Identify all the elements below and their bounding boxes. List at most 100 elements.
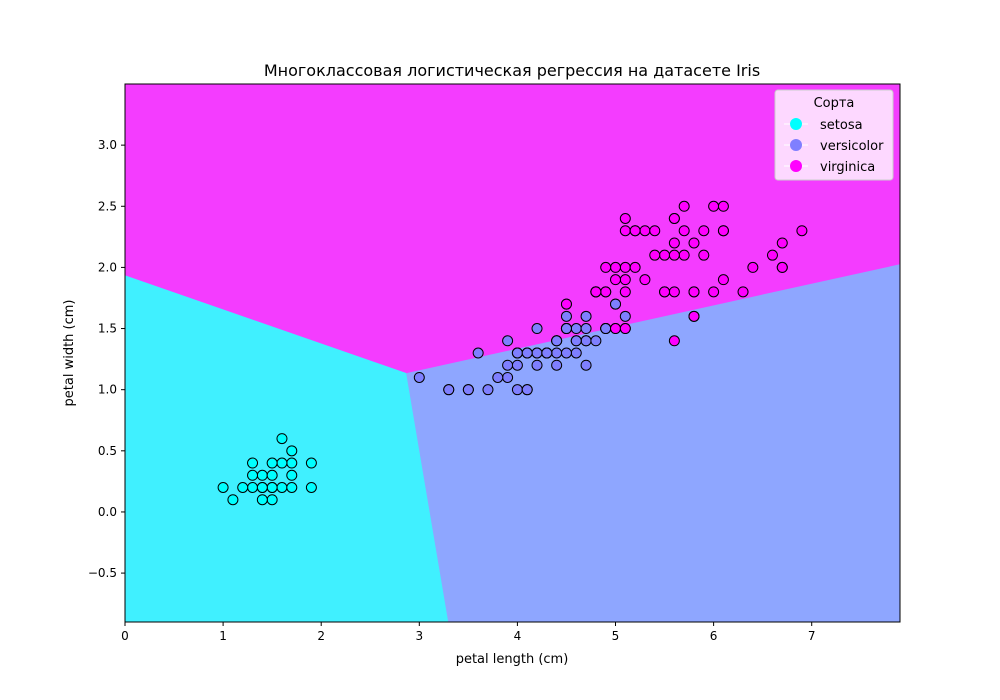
data-point-setosa [305, 457, 317, 469]
data-point-versicolor [560, 310, 572, 322]
data-point-virginica [766, 249, 778, 261]
plot-frame [124, 83, 901, 623]
legend-label-setosa: setosa [820, 118, 863, 133]
data-point-virginica [619, 261, 631, 273]
data-point-virginica [659, 286, 671, 298]
data-point-virginica [668, 335, 680, 347]
data-point-setosa [247, 482, 259, 493]
data-point-virginica [678, 200, 690, 212]
data-point-virginica [619, 274, 631, 286]
data-point-versicolor [600, 323, 612, 335]
data-point-versicolor [551, 347, 563, 359]
data-point-versicolor [619, 310, 631, 322]
data-point-versicolor [551, 335, 563, 347]
data-point-versicolor [531, 359, 543, 371]
data-point-versicolor [560, 347, 572, 359]
data-points [217, 200, 808, 506]
data-point-setosa [266, 457, 278, 469]
data-point-versicolor [511, 347, 523, 359]
data-point-versicolor [502, 359, 514, 371]
data-point-versicolor [541, 347, 553, 359]
data-point-virginica [678, 249, 690, 261]
data-point-setosa [266, 469, 278, 481]
data-point-versicolor [492, 371, 504, 383]
data-point-virginica [688, 310, 700, 322]
data-point-setosa [276, 482, 288, 493]
data-point-setosa [247, 469, 259, 481]
data-point-virginica [688, 237, 700, 249]
data-point-virginica [619, 213, 631, 224]
data-point-virginica [639, 225, 651, 237]
data-point-virginica [610, 323, 622, 335]
y-tick-label: 0.5 [98, 444, 117, 458]
x-axis-ticks: 0 1 2 3 4 5 6 7 [121, 622, 816, 643]
y-tick-label: 1.0 [98, 383, 117, 397]
data-point-setosa [266, 494, 278, 506]
data-point-virginica [668, 213, 680, 224]
data-point-setosa [256, 494, 268, 506]
legend-marker-setosa [790, 118, 802, 130]
data-point-virginica [737, 286, 749, 298]
data-point-setosa [276, 433, 288, 445]
data-point-virginica [590, 286, 602, 298]
data-point-versicolor [531, 323, 543, 335]
data-point-versicolor [570, 323, 582, 335]
y-axis-label: petal width (cm) [62, 300, 77, 407]
data-point-versicolor [521, 384, 533, 396]
data-point-versicolor [413, 371, 425, 383]
x-tick-label: 2 [317, 629, 325, 643]
data-point-versicolor [531, 347, 543, 359]
y-axis-ticks: −0.5 0.0 0.5 1.0 1.5 2.0 2.5 3.0 [88, 138, 125, 580]
x-tick-label: 6 [710, 629, 718, 643]
y-tick-label: 2.0 [98, 260, 117, 274]
data-point-virginica [639, 274, 651, 286]
x-tick-label: 4 [514, 629, 522, 643]
data-point-versicolor [580, 310, 592, 322]
data-point-virginica [619, 323, 631, 335]
data-point-versicolor [570, 335, 582, 347]
data-point-setosa [247, 457, 259, 469]
legend-marker-versicolor [790, 139, 802, 151]
data-point-versicolor [580, 359, 592, 371]
data-point-virginica [610, 274, 622, 286]
data-point-virginica [629, 225, 641, 237]
data-point-virginica [717, 274, 729, 286]
legend-items: setosa versicolor virginica [784, 118, 884, 175]
legend-label-virginica: virginica [820, 160, 875, 175]
data-point-setosa [286, 482, 298, 493]
data-point-versicolor [560, 323, 572, 335]
data-point-virginica [708, 286, 720, 298]
data-point-virginica [698, 249, 710, 261]
data-point-setosa [227, 494, 239, 506]
data-point-virginica [698, 225, 710, 237]
y-tick-label: −0.5 [88, 566, 117, 580]
legend-label-versicolor: versicolor [820, 139, 884, 154]
legend-box [774, 89, 894, 181]
data-point-virginica [668, 237, 680, 249]
data-point-versicolor [462, 384, 474, 396]
data-point-virginica [717, 200, 729, 212]
data-point-versicolor [580, 335, 592, 347]
data-point-setosa [217, 482, 229, 493]
y-tick-label: 3.0 [98, 138, 117, 152]
legend-title: Сорта [814, 96, 855, 111]
x-tick-label: 1 [219, 629, 227, 643]
data-point-virginica [600, 261, 612, 273]
data-point-virginica [629, 261, 641, 273]
data-point-virginica [619, 225, 631, 237]
data-point-setosa [286, 457, 298, 469]
data-point-setosa [237, 482, 249, 493]
data-point-virginica [668, 249, 680, 261]
data-point-versicolor [511, 384, 523, 396]
data-point-virginica [717, 225, 729, 237]
data-point-virginica [649, 225, 661, 237]
data-point-virginica [796, 225, 808, 237]
data-point-virginica [610, 261, 622, 273]
data-point-versicolor [502, 371, 514, 383]
data-point-versicolor [502, 335, 514, 347]
data-point-versicolor [443, 384, 455, 396]
chart-title: Многоклассовая логистическая регрессия н… [264, 61, 760, 80]
data-point-setosa [286, 445, 298, 457]
data-point-setosa [305, 482, 317, 493]
